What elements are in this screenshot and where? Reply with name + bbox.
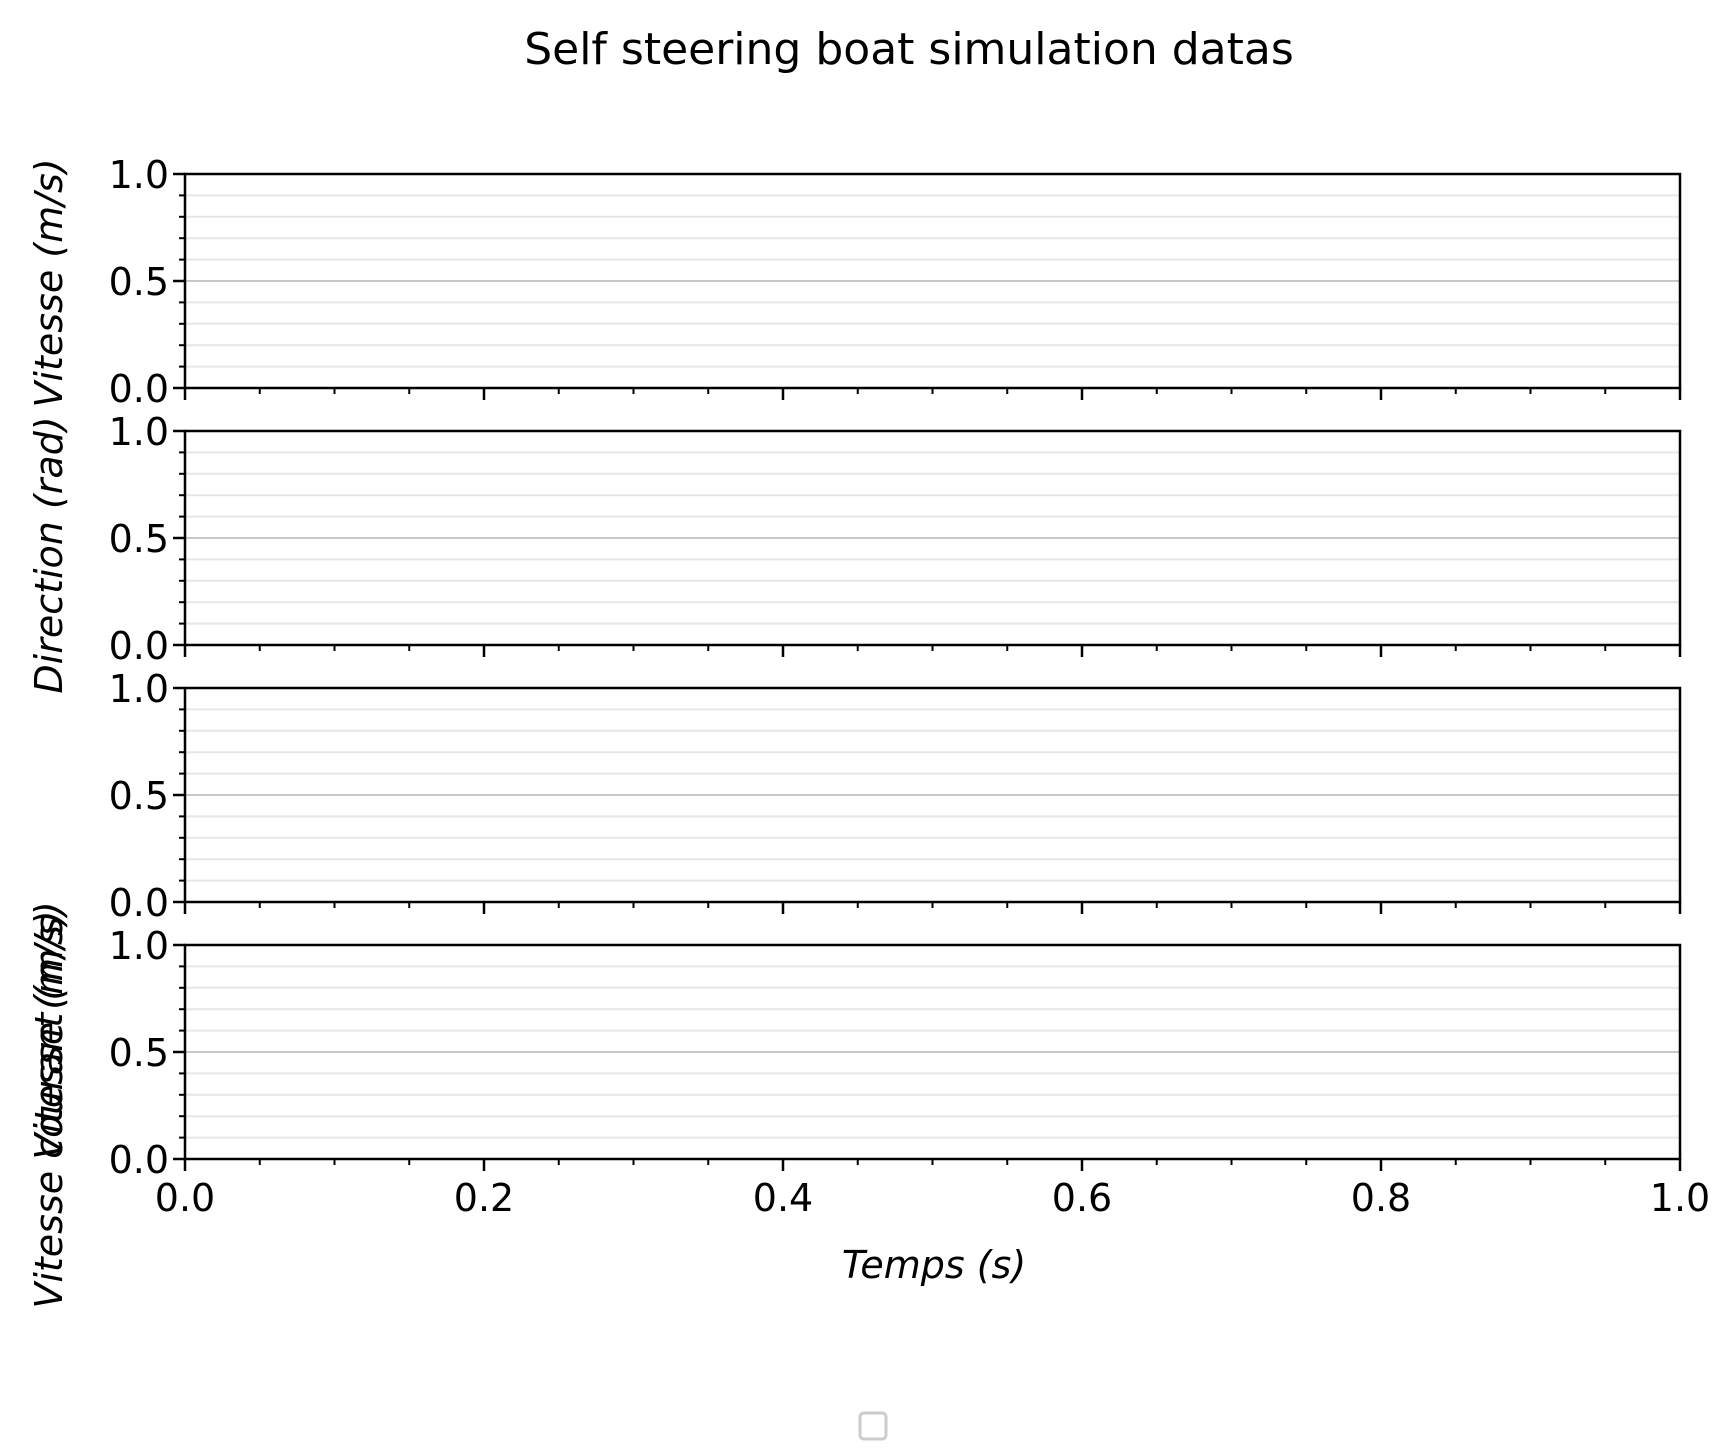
y-tick-label: 0.0 (109, 1138, 169, 1182)
x-axis-label: Temps (s) (842, 1243, 1026, 1287)
y-tick-label: 0.0 (109, 624, 169, 668)
y-tick-label: 0.5 (109, 774, 169, 818)
y-tick-label: 1.0 (109, 410, 169, 454)
y-tick-label: 1.0 (109, 667, 169, 711)
y-tick-label: 0.5 (109, 517, 169, 561)
y-tick-label: 0.0 (109, 881, 169, 925)
y-tick-label: 1.0 (109, 153, 169, 197)
y-tick-label: 0.5 (109, 260, 169, 304)
x-tick-label: 0.2 (454, 1176, 514, 1220)
y-axis-label: Direction (rad) (27, 416, 71, 693)
y-tick-label: 0.5 (109, 1031, 169, 1075)
y-tick-label: 1.0 (109, 924, 169, 968)
y-axis-label: Vitesse courant (m/s) (27, 901, 71, 1308)
y-tick-label: 0.0 (109, 367, 169, 411)
y-axis-label: Vitesse (m/s) (27, 910, 71, 1159)
figure-title: Self steering boat simulation datas (524, 24, 1294, 75)
y-axis-label: Vitesse (m/s) (27, 158, 71, 407)
subplots: 0.0 0.5 1.0 Vitesse (m/s) 0.0 0.5 1.0 Direction… (27, 153, 1710, 1309)
empty-legend-box (858, 1411, 888, 1441)
subplot-4: 0.0 0.5 1.0 0.0 0.2 0.4 0.6 0.8 1.0 Vitesse coura… (27, 901, 1710, 1308)
subplot-1: 0.0 0.5 1.0 Vitesse (m/s) (27, 153, 1682, 411)
x-tick-label: 0.6 (1052, 1176, 1112, 1220)
subplot-3: 0.0 0.5 1.0 Vitesse (m/s) (27, 667, 1682, 1160)
x-tick-label: 0.8 (1351, 1176, 1411, 1220)
x-tick-label: 1.0 (1650, 1176, 1710, 1220)
x-tick-label: 0.4 (753, 1176, 813, 1220)
x-tick-label: 0.0 (155, 1176, 215, 1220)
subplot-2: 0.0 0.5 1.0 Direction (rad) (27, 410, 1682, 694)
